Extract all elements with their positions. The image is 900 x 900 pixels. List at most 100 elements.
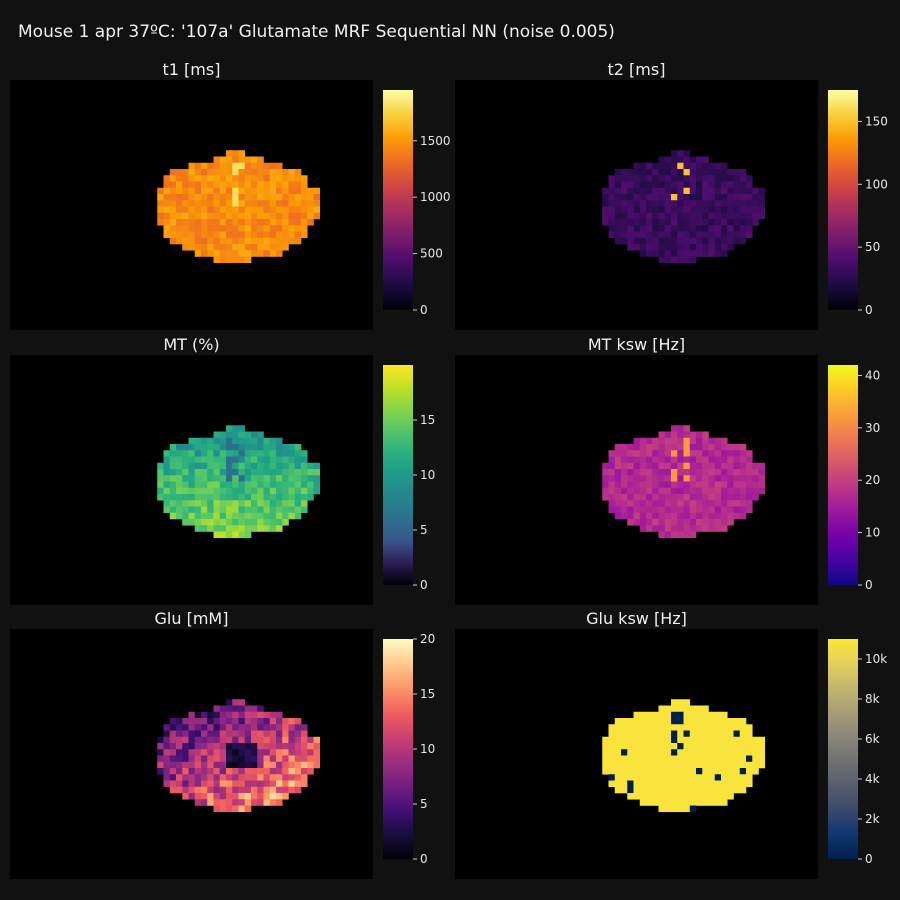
heatmap-cell [301, 181, 308, 189]
heatmap-cell [614, 487, 622, 495]
heatmap-cell [276, 481, 283, 489]
heatmap-cell [683, 749, 691, 756]
heatmap-cell [169, 481, 177, 489]
heatmap-cell [608, 500, 616, 507]
heatmap-cell [213, 206, 221, 214]
heatmap-cell [251, 749, 258, 756]
heatmap-cell [664, 799, 672, 806]
heatmap-cell [257, 500, 264, 507]
heatmap-cell [194, 799, 202, 806]
heatmap-cell [646, 200, 653, 207]
heatmap-cell [288, 200, 296, 207]
heatmap-cell [232, 175, 239, 182]
colorbar-tick-label: 15 [420, 687, 435, 701]
heatmap-cell [739, 237, 747, 245]
heatmap-panel-6: Glu ksw [Hz] 0 2k 4k 6k 8k 10k [455, 609, 887, 879]
heatmap-cell [739, 206, 747, 214]
heatmap-cell [708, 250, 716, 257]
heatmap-cell [721, 206, 728, 214]
heatmap-cell [269, 519, 277, 526]
heatmap-cell [714, 494, 722, 501]
heatmap-cell [739, 761, 747, 769]
heatmap-cell [288, 456, 296, 464]
heatmap-cell [263, 250, 271, 257]
heatmap-cell [226, 194, 233, 201]
heatmap-cell [176, 462, 183, 470]
heatmap-cell [188, 512, 196, 520]
heatmap-cell [696, 437, 703, 445]
heatmap-cell [188, 718, 196, 725]
heatmap-cell [226, 200, 233, 207]
heatmap-cell [176, 206, 183, 214]
heatmap-cell [307, 481, 314, 489]
heatmap-cell [646, 724, 653, 731]
heatmap-cell [238, 793, 246, 800]
heatmap-cell [646, 475, 653, 482]
heatmap-cell [276, 187, 283, 195]
heatmap-cell [188, 225, 196, 232]
heatmap-cell [708, 169, 716, 176]
heatmap-cell [639, 450, 647, 457]
heatmap-cell [602, 481, 609, 489]
heatmap-cell [219, 200, 227, 207]
heatmap-cell [182, 730, 189, 738]
heatmap-cell [696, 730, 703, 738]
heatmap-cell [727, 225, 734, 232]
heatmap-cell [213, 805, 221, 813]
heatmap-cell [664, 475, 672, 482]
heatmap-cell [608, 456, 616, 464]
heatmap-cell [282, 506, 289, 514]
heatmap-cell [721, 487, 728, 495]
heatmap-cell [257, 512, 264, 520]
heatmap-cell [683, 237, 691, 245]
heatmap-cell [702, 212, 709, 220]
heatmap-cell [182, 487, 189, 495]
heatmap-cell [683, 718, 691, 725]
heatmap-cell [752, 475, 759, 482]
heatmap-cell [263, 212, 271, 220]
heatmap-cell [238, 206, 246, 214]
heatmap-cell [752, 487, 759, 495]
heatmap-cell [313, 761, 321, 769]
heatmap-cell [671, 231, 678, 239]
heatmap-cell [182, 500, 189, 507]
heatmap-cell [733, 231, 741, 239]
heatmap-cell [276, 512, 283, 520]
heatmap-cell [244, 206, 252, 214]
heatmap-cell [207, 512, 214, 520]
heatmap-cell [646, 494, 653, 501]
heatmap-cell [301, 219, 308, 226]
heatmap-cell [238, 475, 246, 482]
heatmap-cell [664, 525, 672, 532]
heatmap-cell [633, 225, 641, 232]
heatmap-cell [652, 500, 659, 507]
heatmap-cell [157, 743, 164, 750]
heatmap-cell [251, 175, 258, 182]
heatmap-cell [232, 169, 239, 176]
heatmap-cell [288, 730, 296, 738]
heatmap-cell [157, 219, 164, 226]
heatmap-cell [194, 780, 202, 788]
heatmap-cell [621, 187, 628, 195]
heatmap-cell [721, 456, 728, 464]
heatmap-cell [244, 711, 252, 719]
heatmap-cell [201, 181, 208, 189]
heatmap-cell [689, 743, 697, 750]
heatmap-cell [664, 705, 672, 713]
heatmap-cell [702, 244, 709, 251]
heatmap-cell [708, 181, 716, 189]
heatmap-cell [627, 212, 634, 220]
heatmap-cell [627, 730, 634, 738]
heatmap-cell [251, 475, 258, 482]
heatmap-cell [677, 169, 684, 176]
heatmap-cell [226, 156, 233, 164]
heatmap-cell [226, 431, 233, 439]
heatmap-cell [219, 244, 227, 251]
heatmap-cell [708, 506, 716, 514]
heatmap-cell [294, 175, 302, 182]
heatmap-cell [251, 736, 258, 744]
heatmap-cell [708, 749, 716, 756]
heatmap-cell [251, 487, 258, 495]
heatmap-cell [714, 755, 722, 763]
